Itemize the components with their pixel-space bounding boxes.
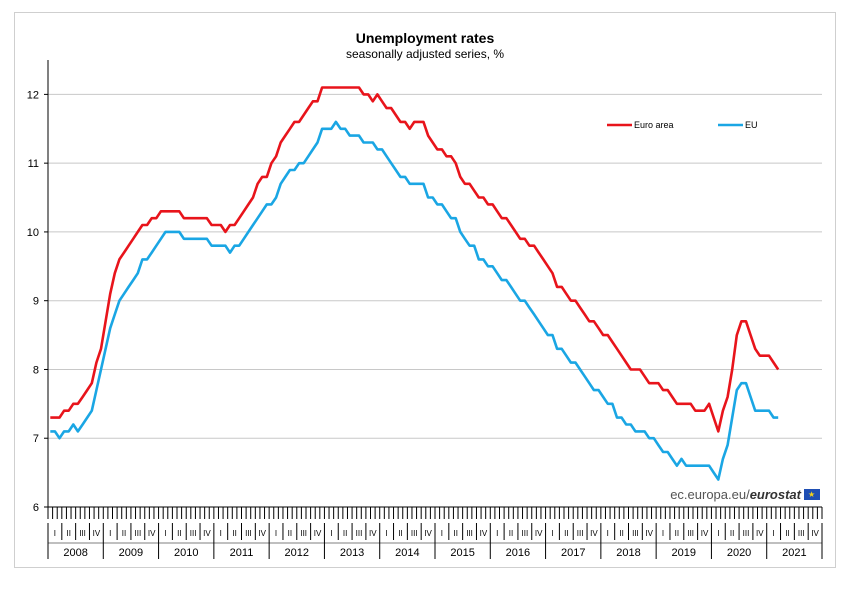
quarter-label: III	[577, 529, 584, 538]
quarter-label: I	[164, 529, 166, 538]
eu-flag-icon	[804, 489, 820, 500]
quarter-label: III	[245, 529, 252, 538]
quarter-label: IV	[645, 529, 653, 538]
quarter-label: II	[398, 529, 402, 538]
year-label-2012: 2012	[285, 547, 309, 559]
quarter-label: III	[522, 529, 529, 538]
quarter-label: IV	[480, 529, 488, 538]
quarter-label: III	[466, 529, 473, 538]
quarter-label: III	[79, 529, 86, 538]
quarter-label: III	[356, 529, 363, 538]
quarter-label: I	[275, 529, 277, 538]
y-tick-label-6: 6	[33, 502, 39, 514]
quarter-label: IV	[535, 529, 543, 538]
y-tick-label-9: 9	[33, 296, 39, 308]
quarter-label: I	[441, 529, 443, 538]
quarter-label: I	[109, 529, 111, 538]
quarter-label: III	[135, 529, 142, 538]
quarter-label: I	[496, 529, 498, 538]
chart-subtitle: seasonally adjusted series, %	[345, 47, 505, 61]
quarter-label: IV	[811, 529, 819, 538]
quarter-label: IV	[314, 529, 322, 538]
year-label-2020: 2020	[727, 547, 751, 559]
quarter-label: III	[632, 529, 639, 538]
quarter-label: II	[564, 529, 568, 538]
year-label-2009: 2009	[119, 547, 143, 559]
quarter-label: II	[177, 529, 181, 538]
year-label-2018: 2018	[616, 547, 640, 559]
quarter-label: II	[785, 529, 789, 538]
chart-frame	[14, 12, 836, 568]
quarter-label: III	[743, 529, 750, 538]
year-label-2008: 2008	[63, 547, 87, 559]
y-tick-label-11: 11	[28, 158, 39, 170]
quarter-label: III	[411, 529, 418, 538]
year-label-2010: 2010	[174, 547, 198, 559]
year-label-2011: 2011	[230, 547, 254, 559]
quarter-label: II	[343, 529, 347, 538]
quarter-label: IV	[590, 529, 598, 538]
quarter-label: I	[386, 529, 388, 538]
quarter-label: IV	[701, 529, 709, 538]
quarter-label: II	[67, 529, 71, 538]
quarter-label: II	[675, 529, 679, 538]
year-label-2013: 2013	[340, 547, 364, 559]
quarter-label: I	[662, 529, 664, 538]
series-line-euro-area	[50, 86, 780, 433]
quarter-label: III	[798, 529, 805, 538]
y-axis: 6 7 8 9 10 11 12	[27, 60, 49, 514]
quarter-label: I	[54, 529, 56, 538]
quarter-label: IV	[258, 529, 266, 538]
quarter-label: III	[687, 529, 694, 538]
year-label-2017: 2017	[561, 547, 585, 559]
quarter-label: III	[300, 529, 307, 538]
brand-domain: ec.europa.eu/	[670, 487, 750, 502]
quarter-label: IV	[756, 529, 764, 538]
y-tick-label-8: 8	[33, 364, 39, 376]
quarter-label: IV	[369, 529, 377, 538]
series-line-eu	[50, 120, 779, 481]
y-tick-label-12: 12	[27, 89, 39, 101]
chart-title: Unemployment rates	[355, 30, 495, 46]
gridlines	[48, 93, 822, 439]
x-axis: I II III IV I II III IV I II III IV I II III IV I II III IV…	[47, 506, 823, 559]
quarter-label: I	[607, 529, 609, 538]
quarter-label: III	[190, 529, 197, 538]
quarter-label: IV	[203, 529, 211, 538]
quarter-label: II	[730, 529, 734, 538]
quarter-label: I	[773, 529, 775, 538]
year-label-2019: 2019	[672, 547, 696, 559]
quarter-label: II	[509, 529, 513, 538]
year-label-2016: 2016	[506, 547, 530, 559]
quarter-label: IV	[424, 529, 432, 538]
y-tick-label-10: 10	[27, 227, 39, 239]
series-group	[50, 86, 780, 481]
quarter-label: II	[232, 529, 236, 538]
year-label-2015: 2015	[450, 547, 474, 559]
legend-label-euro-area: Euro area	[634, 120, 674, 130]
legend-label-eu: EU	[745, 120, 758, 130]
quarter-label: I	[717, 529, 719, 538]
year-label-2014: 2014	[395, 547, 419, 559]
year-label-2021: 2021	[782, 547, 806, 559]
quarter-label: I	[551, 529, 553, 538]
eurostat-brand: ec.europa.eu/eurostat	[670, 487, 820, 502]
y-tick-label-7: 7	[33, 433, 39, 445]
quarter-label: I	[220, 529, 222, 538]
quarter-label: II	[454, 529, 458, 538]
quarter-label: II	[619, 529, 623, 538]
quarter-label: I	[330, 529, 332, 538]
quarter-label: IV	[148, 529, 156, 538]
brand-name: eurostat	[749, 487, 801, 502]
quarter-label: IV	[93, 529, 101, 538]
legend: Euro area EU	[607, 120, 758, 130]
quarter-label: II	[288, 529, 292, 538]
quarter-label: II	[122, 529, 126, 538]
